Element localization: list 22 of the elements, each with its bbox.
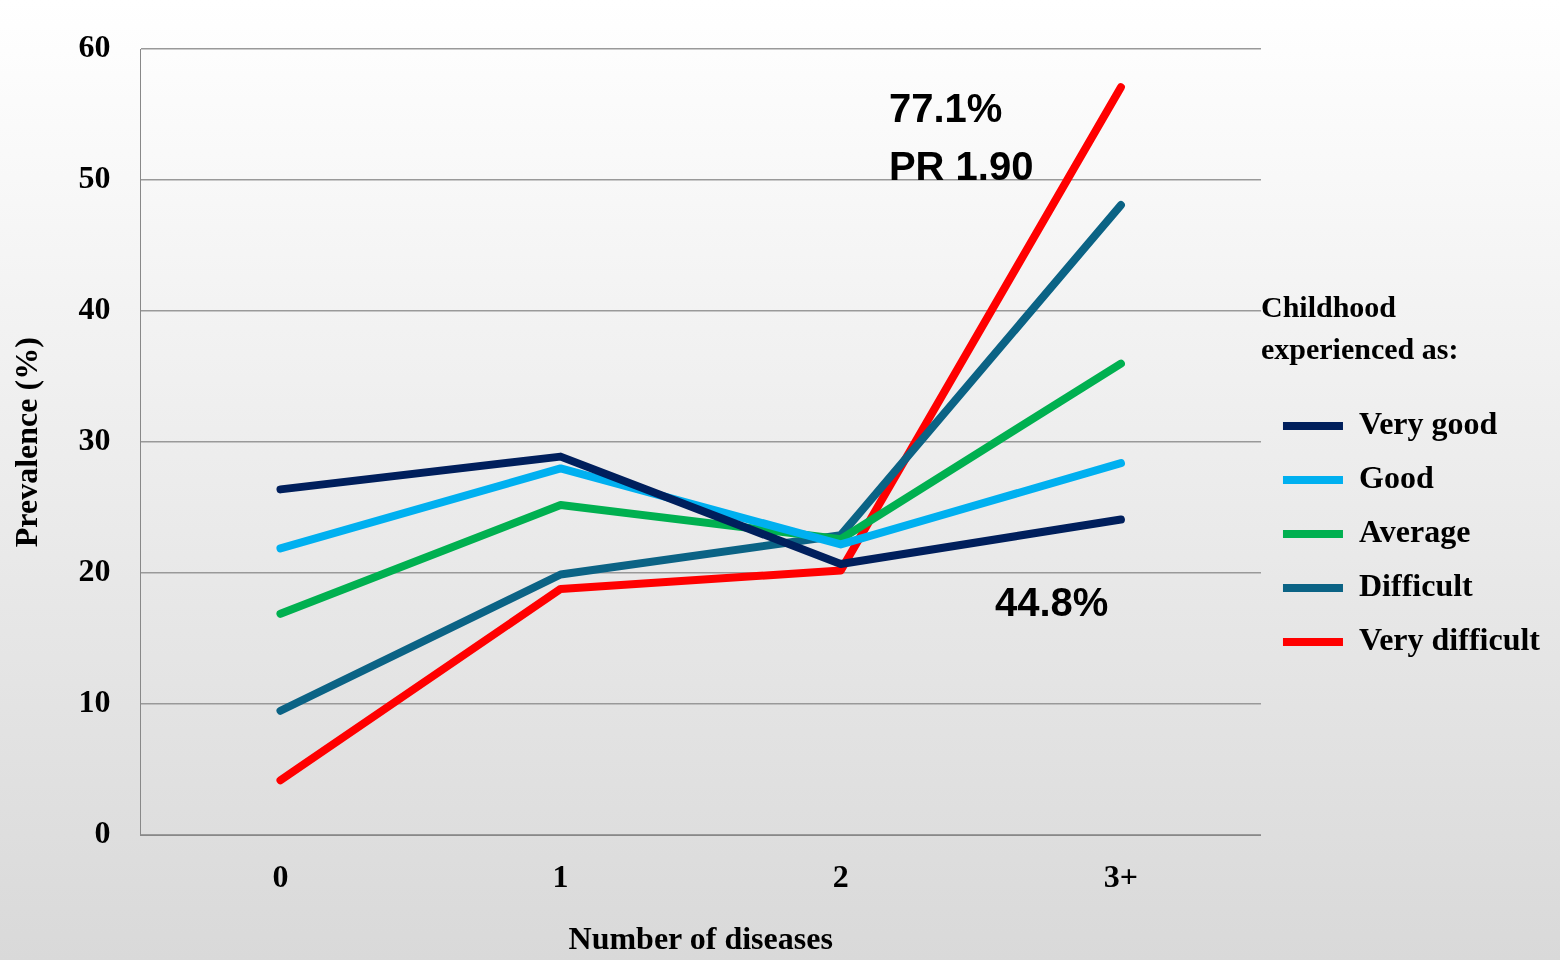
annotation: 77.1%	[888, 86, 1003, 131]
annotation: PR 1.90	[888, 144, 1034, 189]
y-tick-label: 50	[78, 159, 111, 196]
legend-label: Very difficult	[1358, 621, 1541, 658]
x-axis-title: Number of diseases	[568, 920, 833, 957]
legend-label: Difficult	[1358, 567, 1474, 604]
legend-label: Average	[1358, 513, 1471, 550]
legend-label: Good	[1358, 459, 1434, 496]
x-tick-label: 0	[272, 857, 289, 894]
y-axis-title: Prevalence (%)	[8, 337, 45, 548]
x-tick-label: 1	[552, 857, 569, 894]
y-tick-label: 40	[78, 290, 111, 327]
y-tick-label: 60	[78, 28, 111, 65]
y-tick-label: 20	[78, 552, 111, 589]
y-tick-label: 0	[94, 814, 111, 851]
x-tick-label: 3+	[1103, 857, 1139, 894]
y-tick-label: 30	[78, 421, 111, 458]
x-tick-label: 2	[832, 857, 849, 894]
legend-title: Childhood experienced as:	[1260, 289, 1459, 365]
annotation: 44.8%	[994, 580, 1109, 625]
y-tick-label: 10	[78, 683, 111, 720]
legend-label: Very good	[1358, 405, 1498, 442]
